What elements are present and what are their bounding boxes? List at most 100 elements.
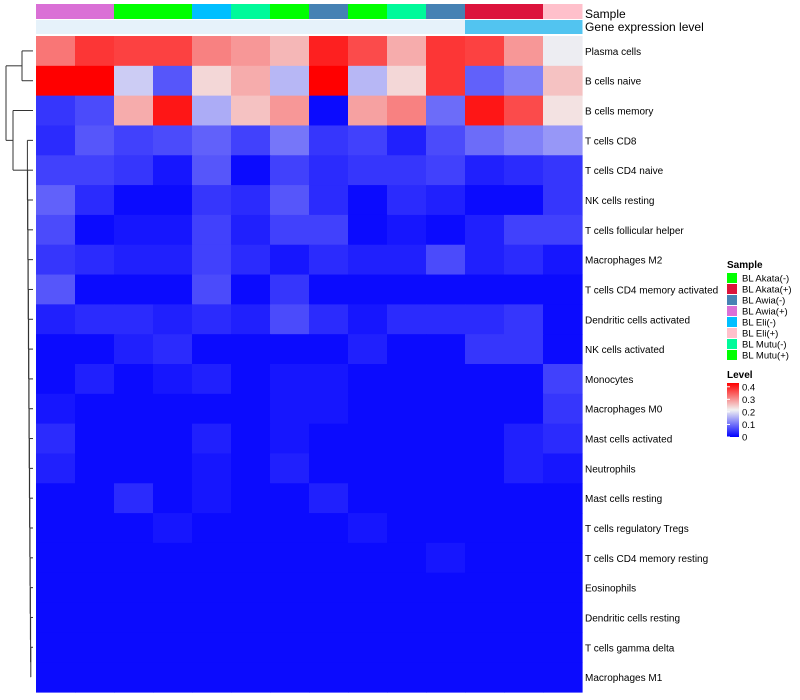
heatmap-cell bbox=[543, 185, 583, 216]
heatmap-cell bbox=[153, 572, 193, 604]
heatmap-cell bbox=[387, 393, 427, 425]
heatmap-cell bbox=[504, 662, 544, 693]
heatmap-cell bbox=[114, 393, 154, 425]
heatmap-cell bbox=[114, 334, 154, 365]
heatmap-cell bbox=[348, 364, 388, 395]
row-label: Dendritic cells activated bbox=[585, 315, 690, 326]
heatmap-cell bbox=[153, 334, 193, 365]
sample-annotation-cell bbox=[348, 4, 388, 19]
heatmap-cell bbox=[75, 542, 115, 574]
heatmap-cell bbox=[426, 393, 466, 425]
sample-annotation-cell bbox=[231, 4, 271, 19]
expression-annotation-cell bbox=[153, 20, 193, 34]
heatmap-cell bbox=[348, 423, 388, 455]
row-label: NK cells activated bbox=[585, 345, 664, 356]
heatmap-cell bbox=[543, 214, 583, 246]
heatmap-cell bbox=[426, 602, 466, 633]
legend-level-title: Level bbox=[727, 370, 753, 381]
heatmap-cell bbox=[309, 572, 349, 604]
heatmap-cell bbox=[192, 214, 232, 246]
heatmap-cell bbox=[192, 274, 232, 305]
legend-sample-entries: BL Akata(-)BL Akata(+)BL Awia(-)BL Awia(… bbox=[727, 273, 792, 362]
heatmap-cell bbox=[543, 155, 583, 186]
heatmap-cell bbox=[75, 334, 115, 365]
heatmap-cell bbox=[504, 36, 544, 67]
heatmap-cell bbox=[153, 95, 193, 127]
heatmap-cell bbox=[153, 304, 193, 335]
heatmap-cell bbox=[387, 274, 427, 305]
row-labels: Plasma cells B cells naive B cells memory T… bbox=[585, 47, 718, 684]
heatmap-cell bbox=[426, 125, 466, 156]
heatmap-cell bbox=[426, 95, 466, 127]
heatmap-cell bbox=[309, 95, 349, 127]
heatmap-cell bbox=[153, 393, 193, 425]
heatmap-cell bbox=[543, 364, 583, 395]
row-label: B cells memory bbox=[585, 107, 653, 118]
heatmap-cell bbox=[231, 513, 271, 544]
heatmap-cell bbox=[231, 125, 271, 156]
row-label: Plasma cells bbox=[585, 47, 641, 58]
row-label: Macrophages M1 bbox=[585, 673, 663, 684]
heatmap-cell bbox=[153, 364, 193, 395]
heatmap-cell bbox=[192, 65, 232, 97]
heatmap-cell bbox=[36, 602, 76, 633]
heatmap-cell bbox=[387, 65, 427, 97]
heatmap-cell bbox=[114, 36, 154, 67]
heatmap-cell bbox=[36, 304, 76, 335]
heatmap-cell bbox=[192, 513, 232, 544]
heatmap-cell bbox=[504, 453, 544, 484]
heatmap-cell bbox=[543, 334, 583, 365]
heatmap-cell bbox=[309, 483, 349, 514]
heatmap-cell bbox=[387, 304, 427, 335]
heatmap-cell bbox=[504, 572, 544, 604]
heatmap-cell bbox=[465, 602, 505, 633]
heatmap-cell bbox=[465, 513, 505, 544]
heatmap-cell bbox=[231, 632, 271, 663]
heatmap-cells bbox=[36, 36, 583, 693]
legend-sample-label: BL Akata(-) bbox=[742, 274, 789, 285]
heatmap-cell bbox=[114, 632, 154, 663]
heatmap-cell bbox=[426, 513, 466, 544]
heatmap-cell bbox=[153, 274, 193, 305]
heatmap-cell bbox=[426, 244, 466, 276]
heatmap-cell bbox=[231, 364, 271, 395]
heatmap-cell bbox=[309, 185, 349, 216]
heatmap-cell bbox=[387, 95, 427, 127]
heatmap-cell bbox=[231, 423, 271, 455]
heatmap-cell bbox=[309, 274, 349, 305]
heatmap-cell bbox=[426, 304, 466, 335]
heatmap-cell bbox=[270, 632, 310, 663]
sample-annotation-cell bbox=[426, 4, 466, 19]
heatmap-cell bbox=[504, 274, 544, 305]
legend-sample-label: BL Awia(+) bbox=[742, 307, 788, 318]
heatmap-cell bbox=[465, 393, 505, 425]
heatmap-cell bbox=[426, 662, 466, 693]
sample-annotation-cell bbox=[36, 4, 76, 19]
heatmap-cell bbox=[270, 65, 310, 97]
heatmap-cell bbox=[231, 483, 271, 514]
heatmap-cell bbox=[348, 65, 388, 97]
heatmap-cell bbox=[75, 155, 115, 186]
sample-annotation-cell bbox=[270, 4, 310, 19]
heatmap-cell bbox=[270, 662, 310, 693]
heatmap-cell bbox=[270, 95, 310, 127]
heatmap-cell bbox=[387, 185, 427, 216]
heatmap-cell bbox=[153, 453, 193, 484]
heatmap-cell bbox=[75, 36, 115, 67]
heatmap-cell bbox=[192, 364, 232, 395]
legend-sample-swatch bbox=[727, 284, 737, 294]
heatmap-cell bbox=[426, 65, 466, 97]
heatmap-cell bbox=[192, 662, 232, 693]
heatmap-cell bbox=[543, 513, 583, 544]
sample-annotation-cell bbox=[387, 4, 427, 19]
heatmap-cell bbox=[348, 95, 388, 127]
heatmap-cell bbox=[348, 36, 388, 67]
heatmap-cell bbox=[504, 185, 544, 216]
heatmap-cell bbox=[426, 274, 466, 305]
heatmap-cell bbox=[387, 602, 427, 633]
heatmap-cell bbox=[75, 185, 115, 216]
heatmap-cell bbox=[504, 95, 544, 127]
heatmap-cell bbox=[504, 393, 544, 425]
heatmap-cell bbox=[270, 214, 310, 246]
